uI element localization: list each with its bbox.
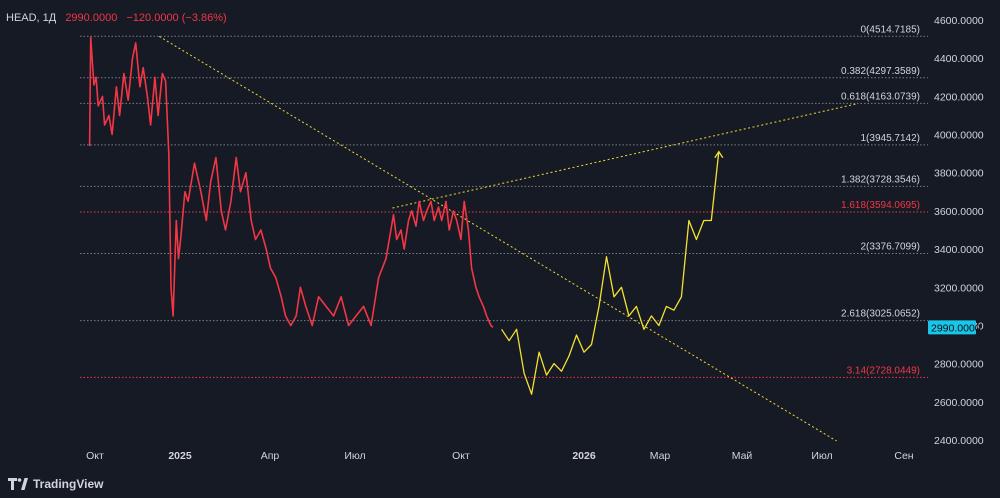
price-tick-label: 3200.0000 — [934, 282, 984, 294]
price-tick-label: 4600.0000 — [934, 15, 984, 27]
time-tick-label: 2025 — [168, 450, 192, 462]
price-tick-label: 2400.0000 — [934, 435, 984, 447]
fib-level-label: 1.618(3594.0695) — [841, 200, 920, 211]
tradingview-label: TradingView — [33, 477, 104, 491]
price-tick-label: 3600.0000 — [934, 206, 984, 218]
symbol-label: HEAD, 1Д — [6, 12, 57, 24]
fib-level-label: 0(4514.7185) — [861, 24, 921, 35]
tradingview-logo-icon — [8, 478, 28, 490]
projection-series-line[interactable] — [501, 151, 720, 395]
fibonacci-levels: 0(4514.7185) 0.382(4297.3589) 0.618(4163.0… — [80, 24, 928, 378]
trendline[interactable] — [158, 35, 837, 442]
symbol-header: HEAD, 1Д 2990.0000 −120.0000 (−3.86%) — [6, 12, 227, 24]
time-tick-label: Апр — [261, 450, 280, 462]
time-axis[interactable]: Окт 2025 Апр Июл Окт 2026 Мар Май Июл Сен — [86, 450, 914, 462]
series-layer — [88, 36, 724, 395]
price-tick-label: 2600.0000 — [934, 397, 984, 409]
time-tick-label: Сен — [894, 450, 913, 462]
fib-level-label: 1.382(3728.3546) — [841, 174, 920, 185]
fib-level-label: 0.618(4163.0739) — [841, 91, 920, 102]
fib-level-label: 1(3945.7142) — [861, 133, 921, 144]
last-price: 2990.0000 — [65, 12, 118, 24]
price-tick-label: 3800.0000 — [934, 168, 984, 180]
time-tick-label: Май — [732, 450, 753, 462]
projection-arrowhead — [714, 150, 724, 159]
price-tick-label: 3400.0000 — [934, 244, 984, 256]
price-tick-label: 4200.0000 — [934, 91, 984, 103]
fib-level-label: 0.382(4297.3589) — [841, 66, 920, 77]
price-change: −120.0000 (−3.86%) — [126, 12, 227, 24]
tradingview-brand[interactable]: TradingView — [8, 477, 103, 491]
price-tick-label: 4400.0000 — [934, 53, 984, 65]
time-tick-label: Июл — [344, 450, 365, 462]
price-tick-label: 2800.0000 — [934, 359, 984, 371]
current-price-tag — [928, 320, 976, 335]
time-tick-label: Окт — [86, 450, 104, 462]
fib-level-label: 3.14(2728.0449) — [847, 365, 920, 376]
time-tick-label: Мар — [650, 450, 671, 462]
current-price-label: 2990.0000 — [931, 322, 981, 334]
trendline[interactable] — [392, 103, 856, 209]
time-tick-label: 2026 — [572, 450, 596, 462]
fib-level-label: 2(3376.7099) — [861, 242, 921, 253]
price-tick-label: 4000.0000 — [934, 130, 984, 142]
price-axis[interactable]: 4600.0000 4400.0000 4200.0000 4000.0000 3800… — [928, 15, 984, 447]
price-series-line[interactable] — [88, 36, 494, 328]
trendlines — [158, 35, 856, 442]
time-tick-label: Окт — [452, 450, 470, 462]
time-tick-label: Июл — [811, 450, 832, 462]
fib-level-label: 2.618(3025.0652) — [841, 309, 920, 320]
